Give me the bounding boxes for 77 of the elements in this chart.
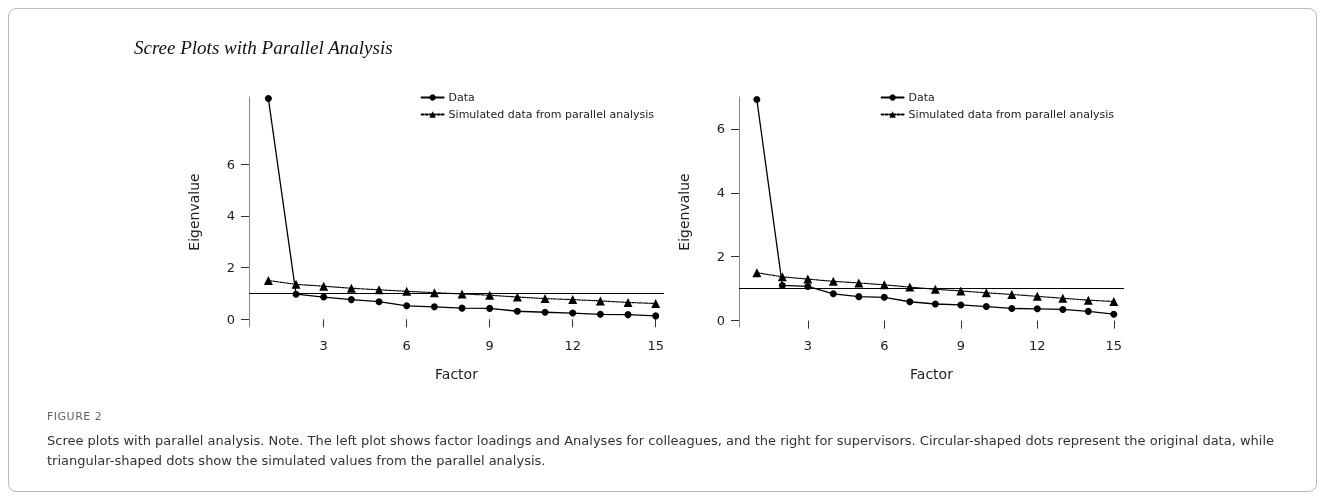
y-tick-label: 0 (716, 313, 725, 329)
y-tick-label: 4 (226, 208, 235, 224)
x-tick-label: 15 (1105, 338, 1123, 353)
point (596, 310, 604, 318)
y-tick-label: 2 (716, 249, 725, 265)
point (430, 303, 438, 311)
y-tick-label: 4 (716, 185, 725, 201)
x-tick-label: 3 (803, 338, 812, 353)
point (623, 297, 633, 307)
y-axis-title: Eigenvalue (186, 173, 202, 251)
point (1008, 304, 1016, 312)
point (540, 294, 550, 304)
x-axis-title: Factor (435, 366, 479, 382)
point (569, 309, 577, 317)
caption: FIGURE 2 (47, 409, 104, 425)
x-tick-label: 12 (1029, 338, 1046, 353)
point (651, 298, 661, 308)
point (403, 302, 411, 310)
point (264, 95, 272, 103)
point (319, 281, 329, 291)
x-tick-label: 9 (485, 338, 494, 353)
point (906, 298, 914, 306)
point (1033, 305, 1041, 313)
point (512, 292, 522, 302)
point (624, 311, 632, 319)
x-tick-label: 6 (880, 338, 889, 353)
chart-title: Scree Plots with Parallel Analysis (134, 37, 393, 59)
point (855, 293, 863, 301)
point (880, 293, 888, 301)
point (1084, 307, 1092, 315)
point (375, 298, 383, 306)
point (485, 290, 495, 300)
legend-label: Simulated data from parallel analysis (448, 108, 655, 121)
text: Scree plots with parallel analysis. Note. The left plot shows factor loadings and Analyses for colleagues, and the right for supervisors. Circular-shaped dots represent the original data, while triangular-shaped dots show the simulated values from the parallel analysis. (47, 432, 1276, 470)
point (1110, 310, 1118, 318)
point (1007, 289, 1017, 299)
legend-label: Data (908, 91, 935, 104)
point (1083, 295, 1093, 305)
x-axis-title: Factor (910, 366, 954, 382)
x-tick-label: 3 (319, 338, 328, 353)
point (828, 276, 838, 286)
y-tick-label: 0 (226, 311, 235, 327)
x-tick-label: 9 (956, 338, 965, 353)
point (931, 300, 939, 308)
point (263, 275, 273, 285)
point (803, 274, 813, 284)
y-tick-label: 6 (716, 121, 725, 137)
point (568, 295, 578, 305)
point (829, 290, 837, 298)
legend-label: Data (448, 91, 475, 104)
x-tick-label: 6 (402, 338, 411, 353)
point (957, 301, 965, 309)
point (982, 303, 990, 311)
point (346, 283, 356, 293)
point (1058, 293, 1068, 303)
point (1109, 296, 1119, 306)
point (486, 304, 494, 312)
y-tick-label: 2 (226, 260, 235, 276)
point (905, 282, 915, 292)
point (752, 268, 762, 278)
x-tick-label: 12 (564, 338, 581, 353)
point (320, 293, 328, 301)
point (513, 307, 521, 315)
point (541, 308, 549, 316)
y-axis-title: Eigenvalue (676, 173, 692, 251)
point (1032, 291, 1042, 301)
point (291, 279, 301, 289)
point (930, 284, 940, 294)
point (778, 281, 786, 289)
point (652, 312, 660, 320)
point (347, 296, 355, 304)
point (1059, 305, 1067, 313)
point (753, 96, 761, 104)
legend-label: Simulated data from parallel analysis (908, 108, 1115, 121)
x-tick-label: 15 (647, 338, 664, 353)
point (402, 286, 412, 296)
y-tick-label: 6 (226, 156, 235, 172)
